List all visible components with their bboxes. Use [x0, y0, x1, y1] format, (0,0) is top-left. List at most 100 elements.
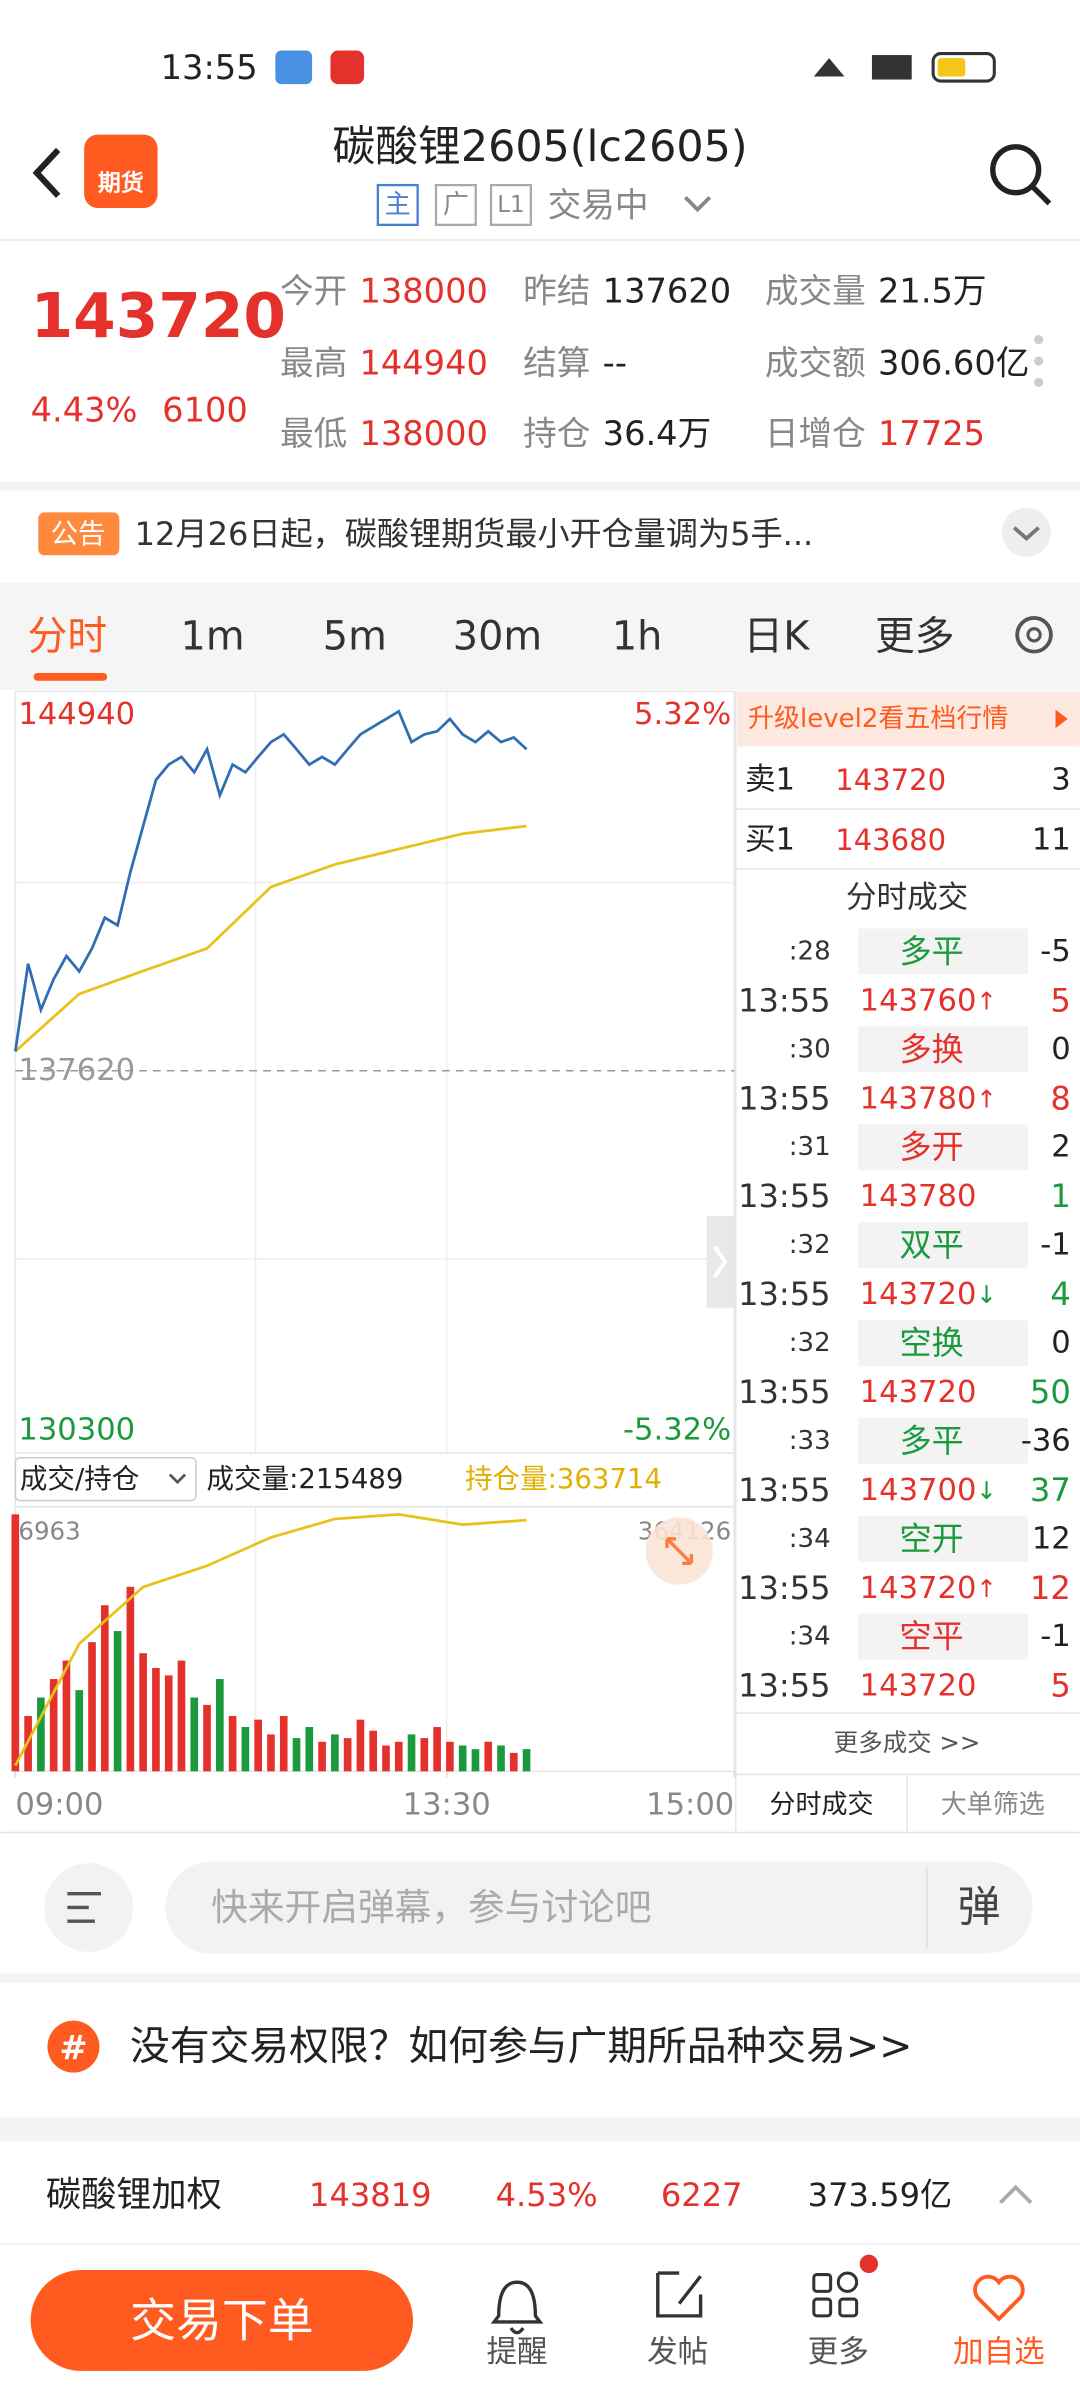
tab[interactable]: 1h	[612, 613, 663, 659]
kind-bg	[858, 1026, 1028, 1073]
volume-bar	[37, 1697, 45, 1772]
banner-text[interactable]: 没有交易权限？如何参与广期所品种交易>>	[130, 2024, 912, 2070]
trade-kind: 多开	[899, 1128, 963, 1166]
upgrade-arrow	[1055, 709, 1068, 729]
trade-button-label[interactable]: 交易下单	[130, 2293, 314, 2347]
trade-button[interactable]	[30, 2269, 414, 2371]
upgrade[interactable]: 升级level2看五档行情	[748, 704, 1008, 734]
trade-arrow: ↑	[976, 986, 997, 1015]
nav-item[interactable]: 更多	[808, 2335, 869, 2370]
volume-bar	[139, 1653, 147, 1772]
battery	[931, 52, 996, 83]
oi-change: 0	[1051, 1326, 1070, 1361]
post-icon	[656, 2271, 703, 2318]
chart-frame	[14, 690, 736, 1773]
notice-expand[interactable]	[1001, 507, 1051, 557]
field-label: 持仓	[523, 413, 590, 452]
kind-bg	[858, 928, 1028, 975]
volume-bar	[318, 1741, 326, 1772]
tag-box	[376, 183, 419, 227]
nav-item[interactable]: 加自选	[953, 2335, 1045, 2370]
oi-change: 0	[1051, 1032, 1070, 1067]
tabs: 分时 1m 5m 30m 1h 日K 更多	[28, 613, 955, 681]
volume-bar	[497, 1745, 505, 1772]
oi-change: -1	[1040, 1619, 1071, 1654]
weighted-pct: 4.53%	[496, 2176, 598, 2214]
volume-bar	[292, 1738, 301, 1772]
status-time: 13:55	[161, 48, 258, 87]
tab[interactable]: 更多	[875, 613, 955, 659]
more-trades[interactable]: 更多成交 >>	[834, 1728, 981, 1757]
intraday-chart: 137620 09:00 13:30 15:00	[11, 709, 736, 1822]
nav: 提醒 发帖 更多 加自选	[486, 2335, 1044, 2370]
settings[interactable]	[1015, 616, 1053, 654]
trade-arrow: ↓	[976, 1475, 997, 1504]
battery-level	[937, 58, 966, 77]
oi-change: -5	[1040, 934, 1071, 969]
expand[interactable]	[999, 2184, 1033, 2205]
trade-price: 143700	[860, 1472, 977, 1507]
fullscreen-icon	[665, 1537, 694, 1565]
oi-change: 12	[1032, 1521, 1071, 1556]
tab[interactable]: 分时	[28, 613, 108, 659]
field-value: 137620	[603, 271, 731, 310]
app-icon	[330, 50, 365, 85]
trade: 143720↑	[860, 1570, 997, 1605]
red-dot	[859, 2254, 879, 2274]
field-value: 17725	[878, 413, 985, 452]
tab[interactable]: 30m	[453, 613, 542, 659]
comment-placeholder[interactable]: 快来开启弹幕，参与讨论吧	[211, 1886, 651, 1929]
field-value: --	[603, 343, 627, 382]
tab[interactable]: 5m	[323, 613, 387, 659]
selector-box[interactable]	[14, 1456, 197, 1502]
trades: :28 多平 -513:55 143760↑ 5:30 多换 013:55 143780↑ 8:…	[738, 928, 1071, 1705]
nav-item[interactable]: 发帖	[647, 2335, 708, 2370]
field: 日增仓 17725	[765, 413, 985, 452]
trade-kind: 双平	[899, 1226, 963, 1264]
volume-bar	[484, 1741, 493, 1772]
oi-change: -36	[1021, 1423, 1071, 1458]
volume-bar	[164, 1675, 173, 1772]
volume-bar	[279, 1715, 288, 1772]
panel-toggle[interactable]	[706, 1216, 735, 1308]
danmaku-button[interactable]: 弹	[958, 1882, 1001, 1932]
nav-item[interactable]: 提醒	[486, 2335, 547, 2370]
selector[interactable]: 成交/持仓	[20, 1463, 139, 1495]
trade-kind: 多换	[899, 1030, 963, 1068]
status-chevron[interactable]	[683, 195, 712, 213]
field-value: 138000	[359, 271, 487, 310]
tab-underline	[33, 673, 108, 681]
tab[interactable]: 日K	[743, 613, 810, 659]
comment-input[interactable]	[165, 1861, 1033, 1954]
oi-change: -1	[1040, 1228, 1071, 1263]
trade-qty: 37	[1030, 1471, 1071, 1509]
volume-bar	[509, 1752, 518, 1772]
search-handle	[1030, 184, 1052, 206]
tab[interactable]: 1m	[181, 613, 245, 659]
trade-tab[interactable]: 分时成交	[769, 1790, 873, 1820]
volume-bar	[407, 1734, 416, 1772]
trade-time: :30	[789, 1034, 831, 1064]
volume-bar	[228, 1715, 237, 1772]
field-label: 昨结	[523, 271, 590, 310]
field: 持仓 36.4万	[523, 413, 711, 452]
more-dot[interactable]	[1034, 334, 1044, 345]
book-side: 买1	[745, 822, 795, 857]
trade-time: 13:55	[738, 1667, 831, 1705]
field: 最低 138000	[280, 413, 488, 452]
tag: 广	[443, 190, 469, 220]
weighted-name: 碳酸锂加权	[46, 2175, 222, 2216]
upgrade-bg[interactable]	[737, 691, 1080, 747]
notice-text[interactable]: 12月26日起，碳酸锂期货最小开仓量调为5手...	[135, 515, 814, 553]
more-icon	[838, 2297, 859, 2318]
trade-time: :34	[789, 1524, 831, 1554]
search-button[interactable]	[990, 144, 1042, 196]
volume-bar	[382, 1745, 390, 1772]
back-button[interactable]	[32, 147, 61, 198]
field-label: 成交额	[765, 343, 866, 382]
tag-box	[434, 183, 477, 227]
favorite-icon	[973, 2274, 1025, 2322]
trade-status[interactable]: 交易中	[548, 185, 649, 224]
kind-bg	[858, 1124, 1028, 1171]
trade-tab[interactable]: 大单筛选	[941, 1790, 1045, 1820]
